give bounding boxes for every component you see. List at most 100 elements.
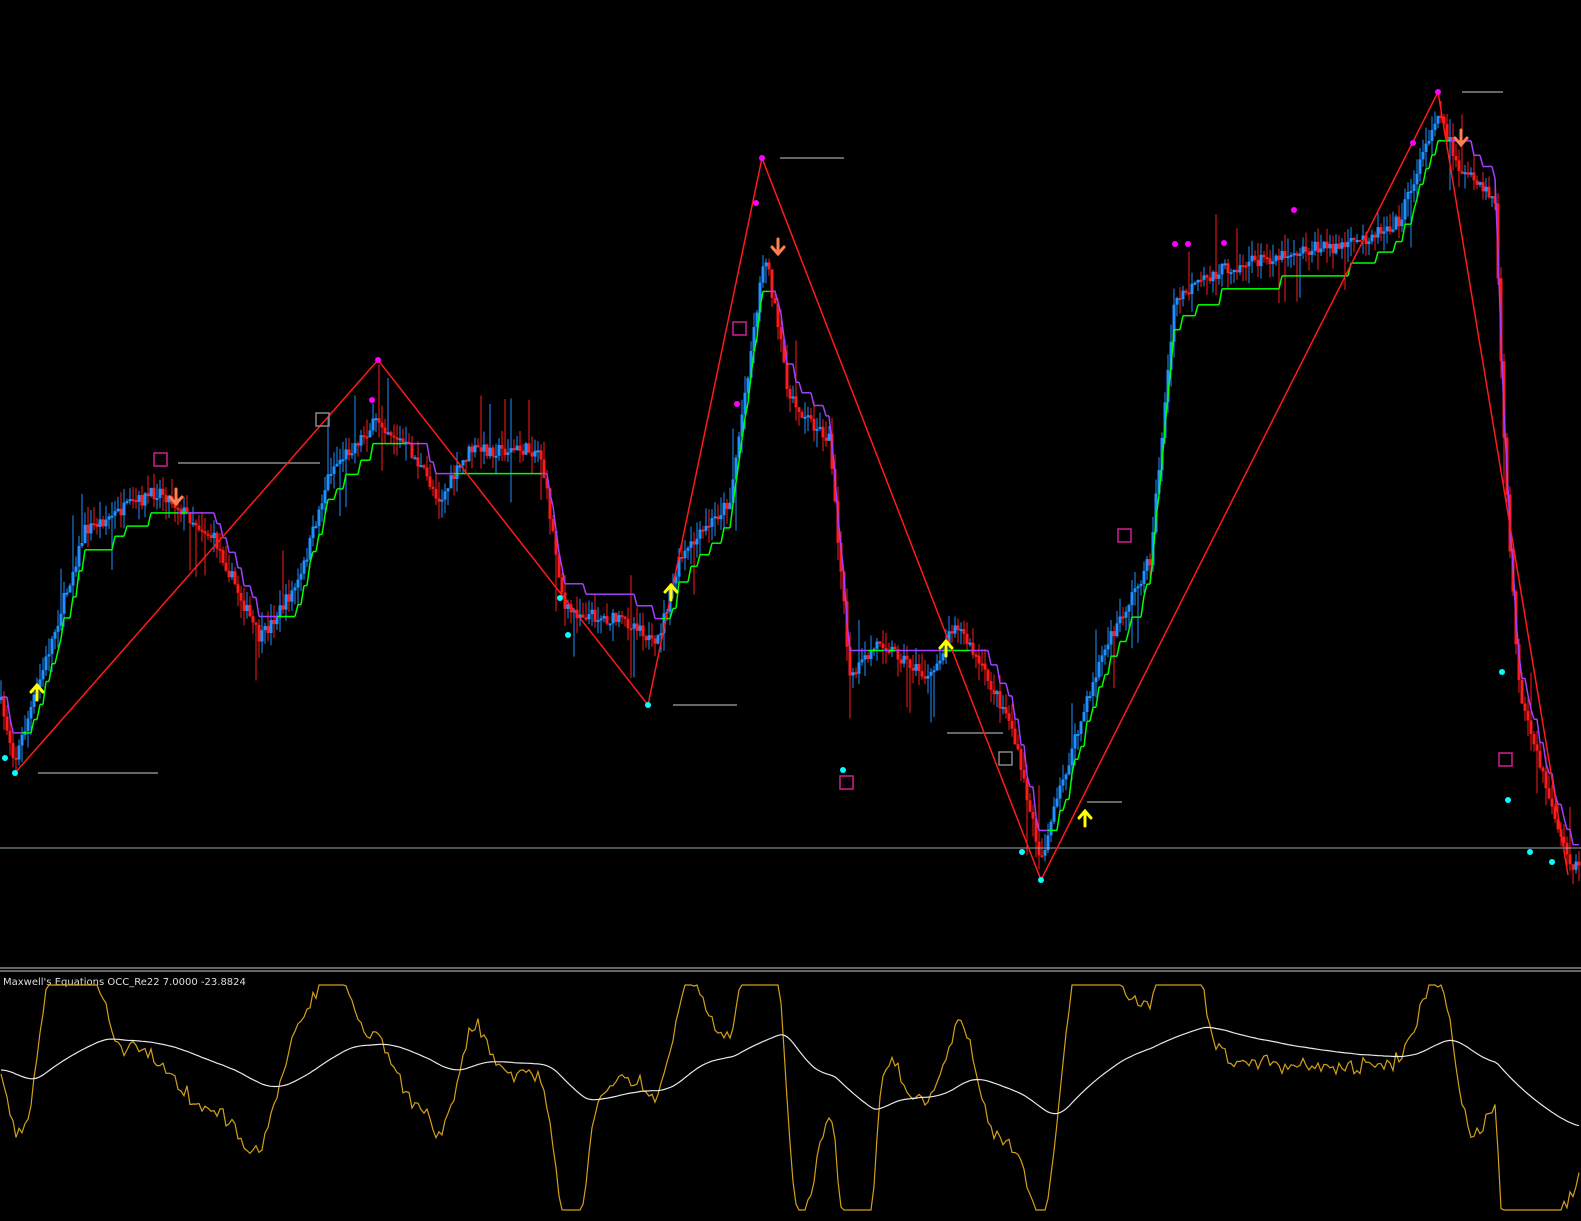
candle-body	[1421, 152, 1425, 160]
trailing-stop	[735, 461, 740, 483]
candle-body	[791, 396, 795, 399]
trailing-stop	[846, 621, 851, 651]
trailing-stop	[9, 717, 14, 734]
trailing-stop	[759, 291, 764, 308]
candle-body	[1286, 256, 1290, 259]
candle-body	[1103, 649, 1107, 656]
candle-body	[749, 350, 753, 378]
candle-body	[1391, 229, 1395, 232]
trailing-stop	[1179, 315, 1184, 330]
candle-body	[401, 438, 405, 443]
pivot-dot	[645, 702, 651, 708]
candle-body	[632, 623, 636, 629]
candle-body	[440, 499, 444, 502]
candle-body	[68, 585, 72, 593]
candle-body	[326, 474, 330, 491]
candle-body	[860, 659, 864, 663]
candle-body	[1220, 263, 1224, 275]
candle-body	[959, 629, 963, 632]
candle-body	[1343, 242, 1347, 248]
candle-body	[359, 435, 363, 446]
trailing-stop	[321, 514, 326, 535]
candle-body	[467, 446, 471, 462]
trailing-stop	[810, 392, 815, 406]
candle-body	[1205, 275, 1209, 278]
candle-body	[752, 327, 756, 351]
candle-body	[173, 504, 177, 508]
candle-body	[803, 416, 807, 419]
candle-body	[143, 493, 147, 506]
trailing-stop	[675, 581, 680, 609]
candle-body	[758, 282, 762, 313]
trailing-stop	[1569, 829, 1574, 845]
candle-body	[1310, 250, 1314, 255]
candle-body	[347, 449, 351, 456]
candle-body	[764, 262, 768, 267]
candle-body	[1061, 779, 1065, 786]
trailing-stop	[1017, 719, 1022, 745]
candle-body	[1223, 263, 1227, 266]
candle-body	[1568, 854, 1572, 865]
trailing-stop	[1077, 746, 1082, 760]
candle-body	[218, 548, 222, 551]
candle-body	[1565, 842, 1569, 855]
candle-body	[470, 446, 474, 453]
candle-body	[203, 531, 207, 534]
candle-body	[476, 445, 480, 448]
candle-body	[989, 681, 993, 690]
trailing-stop	[1479, 155, 1484, 167]
candle-body	[974, 654, 978, 657]
candle-body	[1364, 235, 1368, 244]
candle-body	[248, 605, 252, 617]
candle-body	[1535, 744, 1539, 751]
candle-body	[692, 541, 696, 545]
trailing-stop	[696, 554, 701, 567]
candle-body	[590, 609, 594, 615]
trailing-stop	[1155, 495, 1160, 519]
candle-body	[128, 499, 132, 502]
trailing-stop	[1143, 583, 1148, 597]
candle-body	[362, 435, 366, 438]
candle-body	[1238, 265, 1242, 273]
trailing-stop	[1083, 721, 1088, 747]
candle-body	[1142, 570, 1146, 584]
candle-body	[269, 620, 273, 634]
candle-body	[287, 594, 291, 602]
signal-line	[0, 1026, 1580, 1127]
pivot-dot	[12, 770, 18, 776]
candle-body	[299, 573, 303, 580]
trailing-stop	[1035, 816, 1040, 831]
candle-body	[968, 642, 972, 645]
candle-body	[113, 511, 117, 516]
trailing-stop	[741, 417, 746, 440]
candle-body	[716, 516, 720, 520]
candle-body	[725, 502, 729, 510]
candle-body	[638, 625, 642, 631]
trailing-stop	[669, 608, 674, 619]
candle-body	[1034, 818, 1038, 842]
candle-body	[1100, 655, 1104, 662]
trailing-stop	[720, 527, 725, 544]
candle-body	[647, 635, 651, 641]
candle-body	[566, 604, 570, 609]
trailing-stop	[1152, 518, 1157, 558]
candle-body	[686, 547, 690, 551]
candle-body	[443, 491, 447, 500]
candle-body	[1337, 243, 1341, 249]
candle-body	[1283, 250, 1287, 259]
candle-body	[1553, 806, 1557, 819]
candle-body	[1169, 341, 1173, 370]
candle-body	[542, 459, 546, 478]
candle-body	[1427, 140, 1431, 144]
trailing-stop	[48, 663, 53, 682]
candle-body	[1352, 237, 1356, 241]
candle-body	[41, 670, 45, 680]
candle-body	[1295, 253, 1299, 256]
candle-body	[827, 433, 831, 441]
candle-body	[1481, 182, 1485, 192]
candle-body	[935, 663, 939, 671]
trailing-stop	[747, 375, 752, 403]
candle-body	[1532, 733, 1536, 745]
candle-body	[878, 641, 882, 644]
trailing-stop	[834, 476, 839, 518]
